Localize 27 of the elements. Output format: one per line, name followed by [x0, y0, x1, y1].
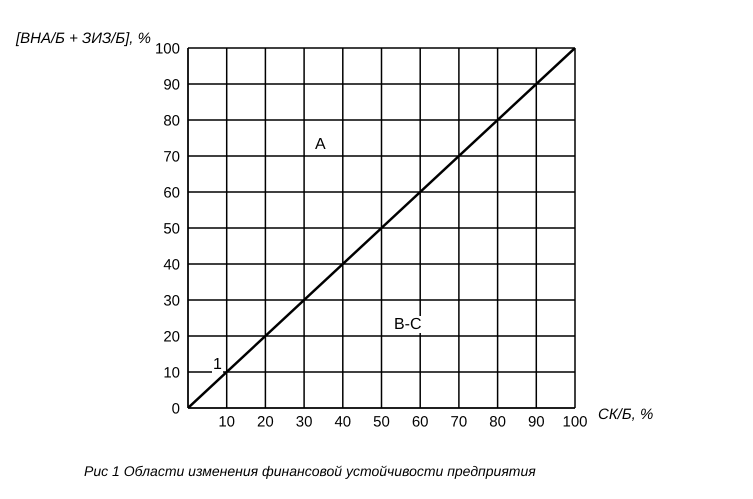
x-tick-label: 70 [450, 414, 468, 431]
x-tick-label: 60 [412, 414, 429, 431]
x-tick-label: 30 [296, 414, 312, 431]
y-tick-label: 0 [172, 400, 180, 418]
y-tick-label: 20 [163, 328, 180, 346]
x-tick-label: 80 [489, 414, 506, 431]
x-axis-title: СК/Б, % [598, 406, 654, 423]
y-tick-label: 60 [163, 184, 180, 202]
annotation: B-C [393, 316, 423, 333]
x-tick-label: 40 [334, 414, 352, 431]
y-tick-label: 100 [154, 40, 180, 58]
annotation: 1 [212, 356, 223, 373]
y-tick-label: 90 [163, 76, 180, 94]
x-tick-label: 90 [528, 414, 545, 431]
y-tick-label: 10 [163, 364, 180, 382]
x-tick-label: 100 [562, 414, 588, 431]
x-tick-label: 20 [257, 414, 274, 431]
y-tick-label: 40 [163, 256, 180, 274]
y-tick-label: 80 [163, 112, 180, 130]
y-tick-label: 30 [163, 292, 180, 310]
y-tick-label: 50 [163, 220, 180, 238]
y-tick-label: 70 [163, 148, 180, 166]
y-axis-title: [ВНА/Б + ЗИЗ/Б], % [16, 30, 151, 47]
x-tick-label: 50 [373, 414, 390, 431]
annotation: A [314, 136, 327, 153]
x-tick-label: 10 [218, 414, 236, 431]
text: Рис 1 Области изменения финансовой устойчивости предприятия [84, 463, 536, 479]
